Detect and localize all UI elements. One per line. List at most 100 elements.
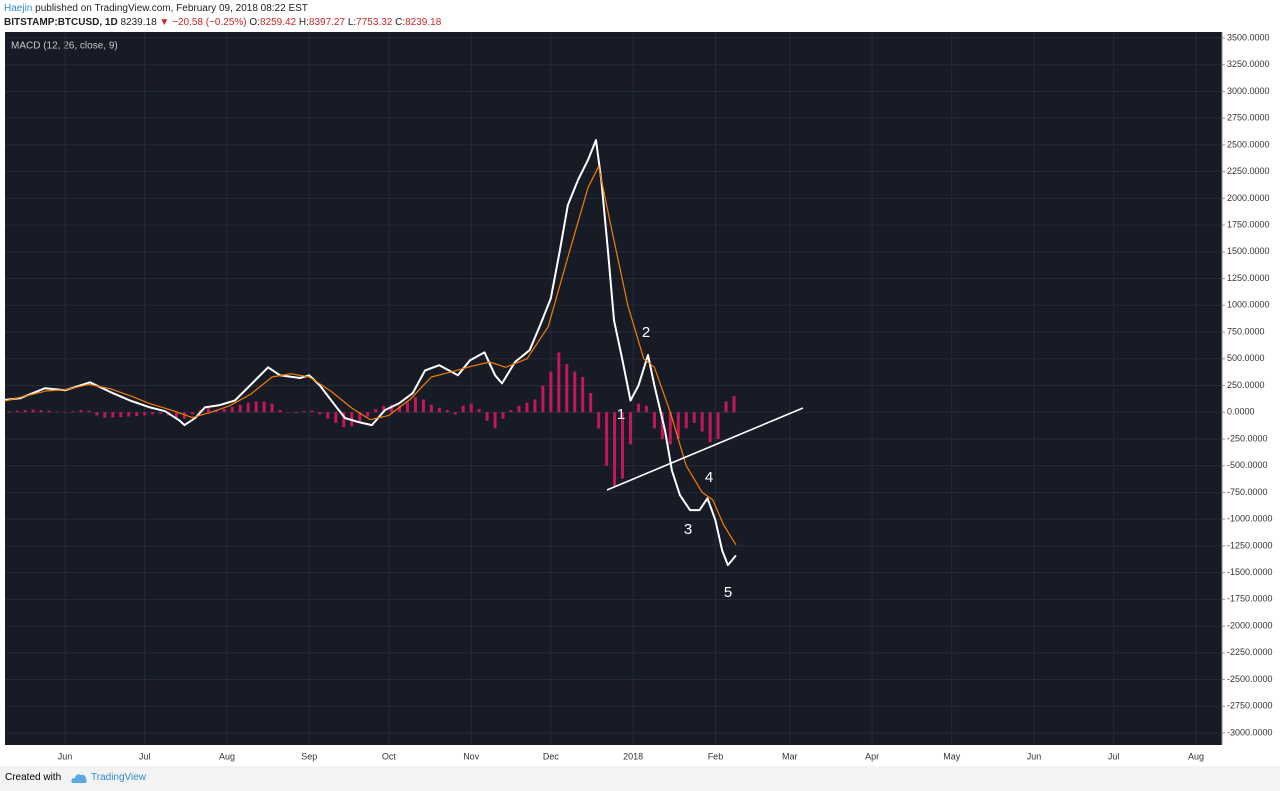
histogram-bar [55, 411, 59, 413]
histogram-bar [358, 412, 362, 422]
y-tick-label: -2500.0000 [1227, 674, 1273, 684]
y-tick-label: -2000.0000 [1227, 620, 1273, 630]
histogram-bar [421, 399, 425, 413]
histogram-bar [597, 412, 601, 429]
histogram-bar [429, 404, 433, 413]
histogram-bar [79, 410, 83, 413]
author[interactable]: Haejin [4, 3, 33, 14]
footer-prefix: Created with [5, 772, 62, 783]
x-tick-label: Jun [1027, 751, 1042, 761]
price: 8239.18 [120, 17, 157, 28]
histogram-bar [23, 410, 27, 413]
histogram-bar [334, 412, 338, 423]
y-tick-label: 1250.0000 [1227, 273, 1270, 283]
histogram-bar [382, 405, 386, 413]
histogram-bar [230, 406, 234, 413]
histogram-bar [501, 412, 505, 419]
histogram-bar [15, 410, 19, 413]
ohlc: O:8259.42 H:8397.27 L:7753.32 C:8239.18 [249, 17, 441, 28]
footer-brand[interactable]: TradingView [91, 772, 147, 783]
x-tick-label: Sep [301, 751, 317, 761]
histogram-bar [605, 412, 609, 466]
histogram-bar [676, 412, 680, 439]
y-tick-label: -1500.0000 [1227, 567, 1273, 577]
histogram-bar [206, 407, 210, 413]
y-tick-label: 1000.0000 [1227, 300, 1270, 310]
histogram-bar [294, 412, 298, 414]
symbol-line: BITSTAMP:BTCUSD, 1D 8239.18 ▼ −20.58 (−0… [4, 17, 441, 28]
ohlc-value: 7753.32 [356, 17, 393, 28]
histogram-bar [541, 385, 545, 413]
x-tick-label: 2018 [623, 751, 643, 761]
histogram-bar [644, 405, 648, 413]
histogram-bar [692, 412, 696, 423]
ohlc-label: C: [395, 17, 406, 28]
y-tick-label: 0.0000 [1227, 407, 1255, 417]
histogram-bar [182, 412, 186, 419]
x-tick-label: Aug [1188, 751, 1204, 761]
y-tick-label: 1750.0000 [1227, 219, 1270, 229]
y-tick-label: -250.0000 [1227, 433, 1268, 443]
histogram-bar [636, 403, 640, 413]
histogram-bar [63, 412, 67, 413]
macd-line [4, 165, 737, 546]
indicator-title: MACD (12, 26, close, 9) [11, 41, 118, 52]
x-tick-label: Nov [463, 751, 480, 761]
histogram-bar [708, 412, 712, 443]
histogram-bar [214, 410, 218, 413]
x-tick-label: Jul [1108, 751, 1120, 761]
ohlc-value: 8259.42 [259, 17, 297, 28]
y-tick-label: 1500.0000 [1227, 246, 1270, 256]
histogram-bar [302, 411, 306, 413]
histogram-bar [549, 371, 553, 413]
arrow: ▼ [159, 17, 170, 28]
histogram-bar [254, 401, 258, 413]
histogram-bar [469, 403, 473, 413]
published: published on TradingView.com, February 0… [35, 3, 308, 14]
y-tick-label: 750.0000 [1227, 326, 1265, 336]
ohlc-label: L: [347, 17, 357, 28]
plot-background [5, 32, 1222, 745]
histogram-bar [613, 412, 617, 488]
x-tick-label: Apr [865, 751, 879, 761]
histogram-bar [270, 403, 274, 413]
histogram-bar [103, 412, 107, 418]
histogram-bar [557, 352, 561, 413]
ohlc-label: H: [298, 17, 309, 28]
y-tick-label: 2250.0000 [1227, 166, 1270, 176]
histogram-bar [71, 411, 75, 413]
histogram-bar [589, 392, 593, 413]
y-tick-label: -1250.0000 [1227, 540, 1273, 550]
histogram-bar [453, 412, 457, 415]
histogram-bar [413, 397, 417, 413]
wave-label: 1 [617, 406, 625, 423]
y-tick-label: 3250.0000 [1227, 59, 1270, 69]
histogram-bar [159, 412, 163, 414]
wave-label: 3 [684, 521, 692, 538]
histogram-bar [238, 404, 242, 413]
ohlc-label: O: [249, 17, 260, 28]
x-tick-label: Oct [382, 751, 397, 761]
wave-label: 5 [724, 584, 732, 601]
histogram-bar [175, 412, 179, 418]
y-tick-label: 250.0000 [1227, 380, 1265, 390]
histogram-bar [581, 376, 585, 413]
histogram-bar [366, 412, 370, 417]
logo [71, 774, 87, 783]
y-tick-label: -1000.0000 [1227, 514, 1273, 524]
histogram-bar [326, 412, 330, 419]
histogram-bar [151, 412, 155, 415]
y-tick-label: -3000.0000 [1227, 727, 1273, 737]
histogram-bar [445, 410, 449, 413]
histogram-bar [533, 399, 537, 413]
x-tick-label: Aug [219, 751, 235, 761]
histogram-bar [39, 410, 43, 413]
x-tick-label: Jul [139, 751, 151, 761]
histogram-bar [525, 402, 529, 413]
histogram-bar [119, 412, 123, 418]
histogram-bar [461, 405, 465, 413]
histogram-bar [143, 412, 147, 416]
histogram-bar [716, 412, 720, 439]
histogram-bar [652, 412, 656, 429]
